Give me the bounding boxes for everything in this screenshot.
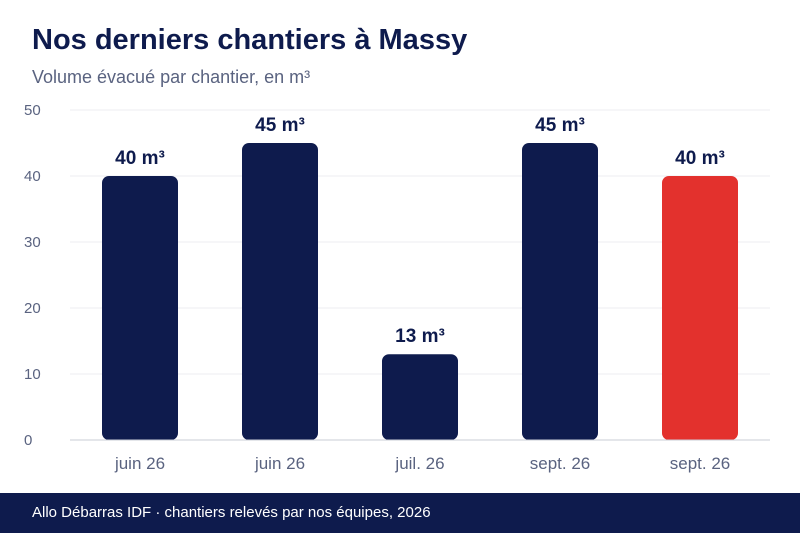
y-tick-label: 0 — [24, 432, 32, 449]
x-tick-label: juil. 26 — [394, 454, 444, 473]
x-tick-label: sept. 26 — [670, 454, 731, 473]
y-tick-label: 10 — [24, 366, 41, 383]
value-label: 40 m³ — [115, 148, 165, 169]
x-axis-ticks: juin 26 juin 26 juil. 26 sept. 26 sept. 26 — [114, 454, 730, 473]
x-tick-label: juin 26 — [254, 454, 305, 473]
bar — [242, 143, 318, 440]
chart-subtitle: Volume évacué par chantier, en m³ — [32, 67, 311, 87]
x-tick-label: juin 26 — [114, 454, 165, 473]
footer-bar: Allo Débarras IDF · chantiers relevés pa… — [0, 493, 800, 533]
y-tick-label: 20 — [24, 300, 41, 317]
y-tick-label: 50 — [24, 102, 41, 119]
bar — [382, 354, 458, 440]
bar — [662, 176, 738, 440]
bar — [102, 176, 178, 440]
value-labels: 40 m³ 45 m³ 13 m³ 45 m³ 40 m³ — [115, 115, 725, 347]
y-tick-label: 40 — [24, 168, 41, 185]
bars — [102, 143, 738, 440]
bar — [522, 143, 598, 440]
value-label: 45 m³ — [255, 115, 305, 136]
x-tick-label: sept. 26 — [530, 454, 591, 473]
footer-source: Allo Débarras IDF · chantiers relevés pa… — [32, 504, 431, 521]
value-label: 45 m³ — [535, 115, 585, 136]
bar-chart: 0 10 20 30 40 50 40 m³ 45 m³ 13 m³ 45 m³ 40 m³ ju… — [24, 102, 770, 473]
value-label: 40 m³ — [675, 148, 725, 169]
chart-title: Nos derniers chantiers à Massy — [32, 24, 468, 56]
value-label: 13 m³ — [395, 326, 445, 347]
y-axis-ticks: 0 10 20 30 40 50 — [24, 102, 41, 449]
y-tick-label: 30 — [24, 234, 41, 251]
